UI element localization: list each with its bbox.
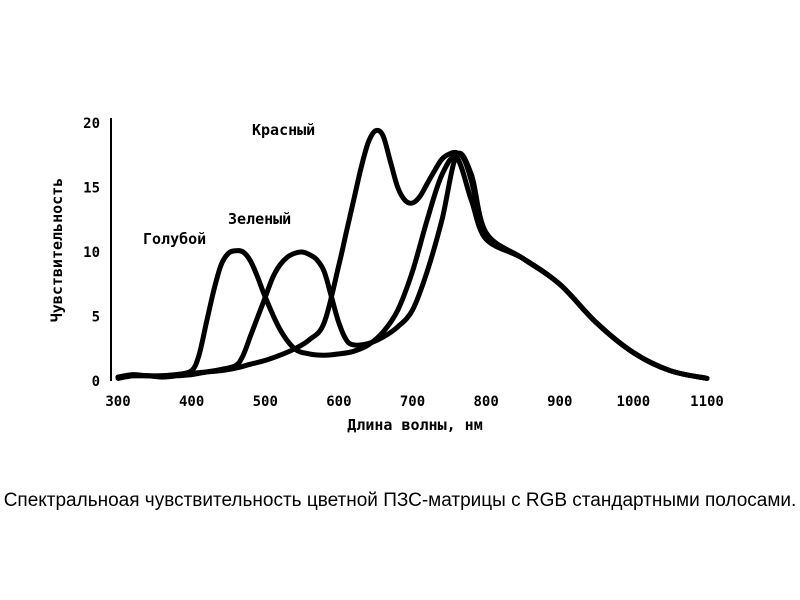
series-label-red: Красный: [252, 121, 315, 139]
x-tick-label: 600: [326, 394, 351, 410]
y-tick-label: 20: [83, 116, 100, 132]
x-tick-label: 300: [105, 394, 130, 410]
series-curves: [115, 127, 710, 381]
tick-labels: 300 400 500 600 700 800 900 1000 1100 0 5 10 15 20: [83, 116, 724, 410]
y-tick-label: 10: [83, 245, 100, 261]
y-tick-label: 5: [92, 310, 100, 326]
y-axis-label: Чувствительность: [48, 178, 66, 323]
spectral-sensitivity-chart: 300 400 500 600 700 800 900 1000 1100 0 5 10 15 20 Кр…: [48, 116, 724, 434]
figure-caption: Спектральноая чувствительность цветной П…: [3, 490, 797, 511]
x-tick-label: 500: [253, 394, 278, 410]
y-tick-label: 15: [83, 181, 100, 197]
y-tick-label: 0: [92, 374, 100, 390]
series-labels: Красный Зеленый Голубой: [143, 121, 315, 248]
x-tick-label: 700: [400, 394, 425, 410]
x-axis-label: Длина волны, нм: [347, 416, 482, 434]
series-label-green: Зеленый: [228, 210, 291, 228]
series-label-blue: Голубой: [143, 230, 206, 248]
x-tick-label: 400: [179, 394, 204, 410]
x-tick-label: 1100: [690, 394, 724, 410]
series-line-red: [115, 127, 710, 381]
x-tick-label: 900: [547, 394, 572, 410]
x-tick-label: 800: [473, 394, 498, 410]
x-tick-label: 1000: [617, 394, 651, 410]
